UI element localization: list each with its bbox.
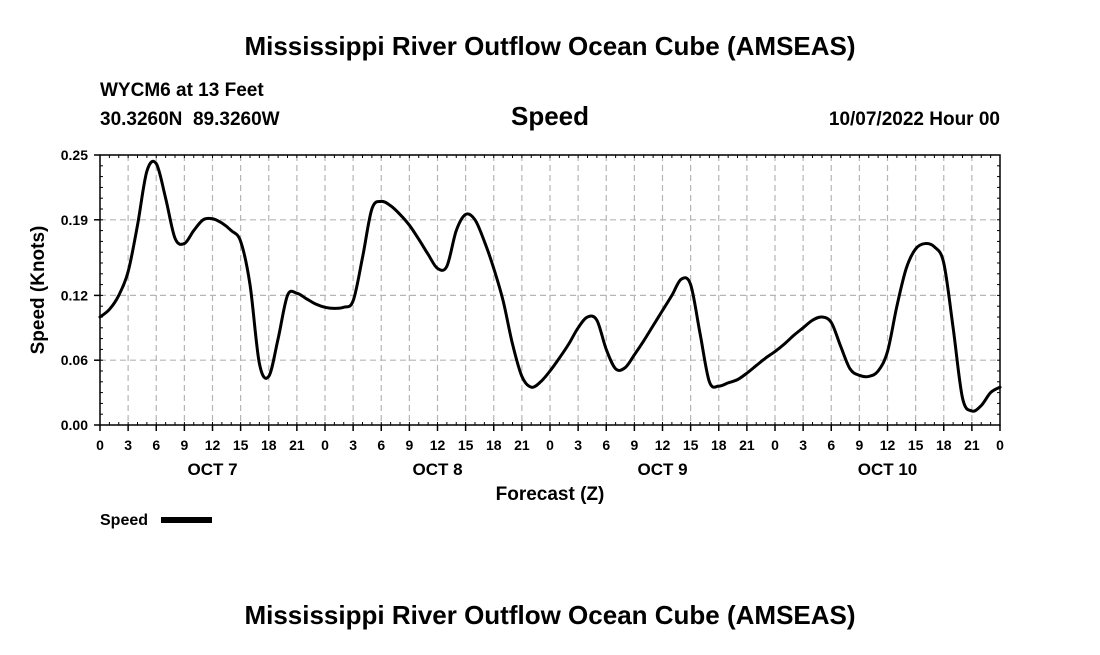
x-tick-label: 6 xyxy=(152,437,160,453)
plot-frame xyxy=(99,154,1001,426)
x-tick-label: 9 xyxy=(630,437,638,453)
datetime-label: 10/07/2022 Hour 00 xyxy=(829,109,1000,130)
x-tick-label: 6 xyxy=(377,437,385,453)
chart-footer-title: Mississippi River Outflow Ocean Cube (AM… xyxy=(244,600,855,630)
series-line-speed xyxy=(98,159,1002,413)
x-tick-label: 21 xyxy=(739,437,755,453)
x-tick-label: 15 xyxy=(908,437,924,453)
y-tick-label: 0.25 xyxy=(61,147,88,163)
x-tick-label: 6 xyxy=(827,437,835,453)
coordinates-label: 30.3260N 89.3260W xyxy=(100,109,280,130)
x-tick-label: 21 xyxy=(964,437,980,453)
x-tick-label: 18 xyxy=(261,437,277,453)
y-tick-label: 0.12 xyxy=(61,287,88,303)
x-axis-label: Forecast (Z) xyxy=(496,484,605,505)
x-tick-label: 0 xyxy=(771,437,779,453)
y-tick-label: 0.00 xyxy=(61,417,88,433)
x-tick-label: 0 xyxy=(321,437,329,453)
day-label: OCT 7 xyxy=(187,460,237,479)
x-axis-ticks: 0 3 6 9 12 15 18 21 0 3 6 9 12 15 18 21 0 3 6 9 12 15 18 21 0 3 6 9… xyxy=(96,425,1004,453)
x-tick-label: 3 xyxy=(574,437,582,453)
x-tick-label: 9 xyxy=(855,437,863,453)
x-tick-label: 12 xyxy=(655,437,671,453)
x-tick-label: 3 xyxy=(124,437,132,453)
x-tick-label: 9 xyxy=(180,437,188,453)
chart-main-title: Mississippi River Outflow Ocean Cube (AM… xyxy=(244,31,855,61)
x-tick-label: 6 xyxy=(602,437,610,453)
y-tick-label: 0.19 xyxy=(61,212,88,228)
station-label: WYCM6 at 13 Feet xyxy=(100,80,264,101)
variable-title: Speed xyxy=(511,101,589,131)
day-label: OCT 10 xyxy=(858,460,918,479)
grid-lines xyxy=(100,154,1000,425)
x-tick-label: 18 xyxy=(711,437,727,453)
x-tick-label: 15 xyxy=(458,437,474,453)
x-tick-label: 3 xyxy=(349,437,357,453)
legend-swatch xyxy=(161,517,212,523)
day-label: OCT 9 xyxy=(637,460,687,479)
x-tick-label: 21 xyxy=(514,437,530,453)
x-tick-label: 0 xyxy=(546,437,554,453)
series-layer xyxy=(98,159,1002,413)
x-tick-label: 15 xyxy=(233,437,249,453)
x-tick-label: 21 xyxy=(289,437,305,453)
day-label: OCT 8 xyxy=(412,460,462,479)
x-tick-label: 0 xyxy=(96,437,104,453)
x-tick-label: 18 xyxy=(486,437,502,453)
x-tick-label: 18 xyxy=(936,437,952,453)
x-tick-label: 0 xyxy=(996,437,1004,453)
x-tick-label: 9 xyxy=(405,437,413,453)
x-tick-label: 3 xyxy=(799,437,807,453)
day-labels: OCT 7 OCT 8 OCT 9 OCT 10 xyxy=(187,460,917,479)
y-axis-ticks: 0.00 0.06 0.12 0.19 0.25 xyxy=(61,147,100,433)
x-tick-label: 12 xyxy=(880,437,896,453)
x-tick-label: 12 xyxy=(205,437,221,453)
y-tick-label: 0.06 xyxy=(61,352,88,368)
x-tick-label: 15 xyxy=(683,437,699,453)
legend: Speed xyxy=(100,512,212,529)
x-tick-label: 12 xyxy=(430,437,446,453)
y-axis-label: Speed (Knots) xyxy=(28,226,49,355)
legend-label: Speed xyxy=(100,512,148,529)
